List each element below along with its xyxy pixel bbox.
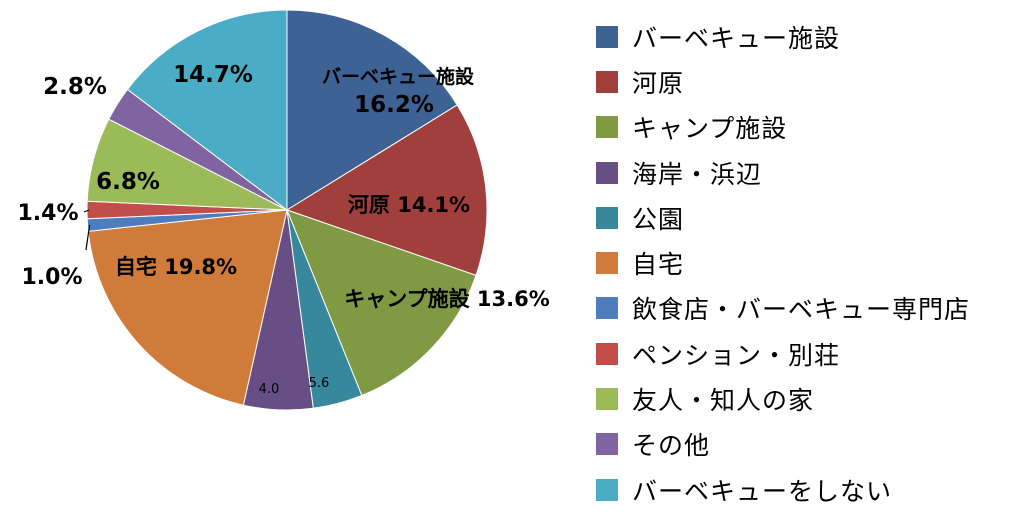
legend-label: バーベキュー施設 (632, 23, 841, 53)
data-label-friends: 6.8% (96, 169, 160, 195)
legend-label: 公園 (632, 204, 685, 234)
data-label-bbq-name: バーベキュー施設 (322, 65, 475, 88)
leader-line-pension (83, 209, 90, 213)
legend-label: 友人・知人の家 (632, 386, 815, 416)
legend-label: バーベキューをしない (632, 476, 893, 506)
legend-item: 飲食店・バーベキュー専門店 (596, 286, 1006, 331)
pie-slice-10 (126, 9, 288, 212)
legend-swatch (596, 433, 618, 456)
data-label-home: 自宅 19.8% (115, 255, 237, 279)
legend-swatch (596, 206, 618, 229)
data-label-river: 河原 14.1% (348, 193, 470, 217)
legend-item: その他 (596, 422, 1006, 467)
legend-label: 飲食店・バーベキュー専門店 (632, 295, 971, 325)
legend-label: 海岸・浜辺 (632, 159, 763, 189)
legend-item: ペンション・別荘 (596, 331, 1006, 376)
legend-item: 河原 (596, 59, 1006, 104)
legend: バーベキュー施設 河原キャンプ施設 海岸・浜辺公園自宅飲食店・バーベキュー専門店 ペン… (596, 14, 1006, 512)
legend-swatch (596, 70, 618, 93)
pie-chart: バーベキュー施設 16.2% 河原 14.1% キャンプ施設 13.6% 5.6… (17, 9, 550, 411)
leader-line-restaurant (85, 224, 91, 251)
legend-swatch (596, 388, 618, 411)
legend-item: 海岸・浜辺 (596, 150, 1006, 195)
pie-slice-2 (286, 209, 477, 397)
legend-item: 公園 (596, 195, 1006, 240)
data-label-restaurant: 1.0% (21, 265, 82, 290)
legend-item: 自宅 (596, 240, 1006, 285)
data-label-other: 2.8% (43, 74, 107, 100)
legend-item: 友人・知人の家 (596, 376, 1006, 421)
data-label-bbq-value: 16.2% (354, 92, 434, 118)
legend-item: キャンプ施設 (596, 105, 1006, 150)
data-label-park: 4.0 (259, 382, 280, 397)
legend-swatch (596, 297, 618, 320)
legend-swatch (596, 116, 618, 139)
legend-label: その他 (632, 431, 711, 461)
data-label-beach: 5.6 (309, 376, 330, 391)
pie-slice-1 (285, 104, 488, 277)
legend-swatch (596, 252, 618, 275)
pie-slice-5 (87, 209, 288, 406)
legend-swatch (596, 25, 618, 48)
legend-label: 自宅 (632, 250, 685, 280)
legend-label: 河原 (632, 68, 685, 98)
legend-label: キャンプ施設 (632, 114, 788, 144)
legend-swatch (596, 342, 618, 365)
data-label-pension: 1.4% (17, 201, 78, 226)
data-label-camp: キャンプ施設 13.6% (344, 287, 550, 311)
legend-item: バーベキューをしない (596, 467, 1006, 512)
pie-slice-0 (286, 9, 458, 211)
data-label-no-bbq: 14.7% (173, 62, 253, 88)
legend-swatch (596, 161, 618, 184)
legend-label: ペンション・別荘 (632, 340, 841, 370)
legend-swatch (596, 478, 618, 501)
legend-item: バーベキュー施設 (596, 14, 1006, 59)
